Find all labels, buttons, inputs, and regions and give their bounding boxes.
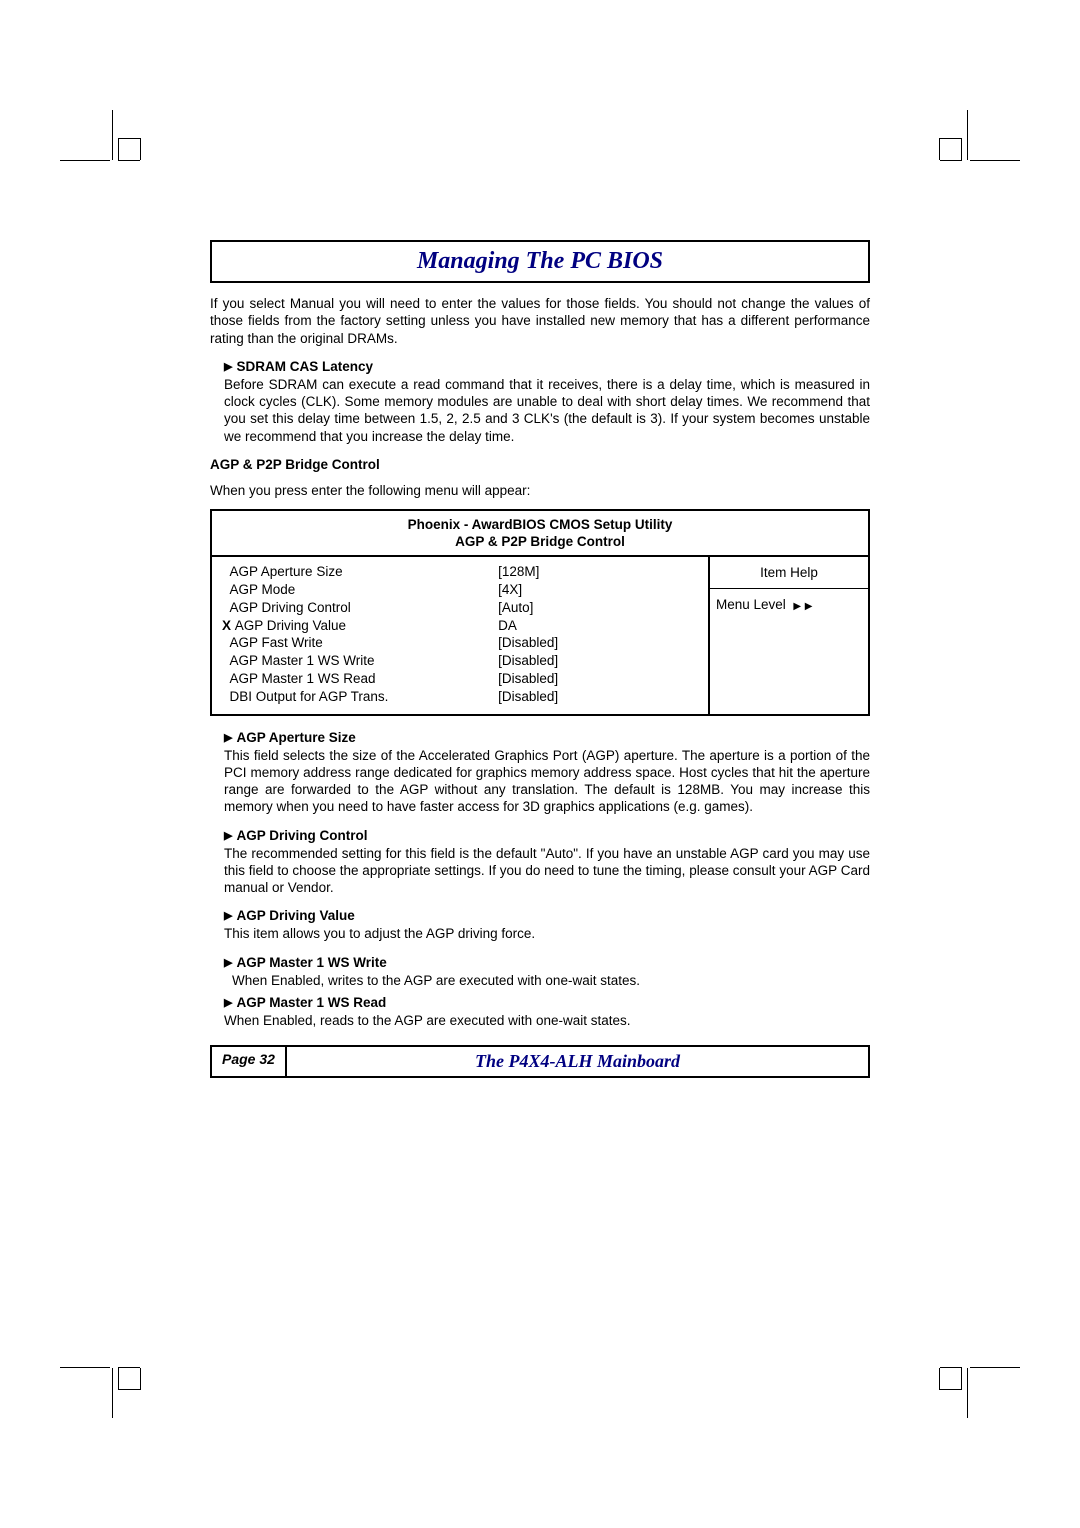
bios-labels-column: AGP Aperture Size AGP Mode AGP Driving C… xyxy=(222,563,498,706)
page-title-box: Managing The PC BIOS xyxy=(210,240,870,283)
mainboard-name: The P4X4-ALH Mainboard xyxy=(287,1045,870,1078)
crop-mark xyxy=(118,1389,140,1390)
page-title: Managing The PC BIOS xyxy=(417,248,663,274)
agp-driving-value-body: This item allows you to adjust the AGP d… xyxy=(224,925,870,942)
agp-ws-read-section: ▶ AGP Master 1 WS Read When Enabled, read… xyxy=(224,995,870,1029)
bios-row-value: [Disabled] xyxy=(498,652,698,670)
heading-text: AGP Driving Value xyxy=(236,908,354,923)
agp-aperture-section: ▶ AGP Aperture Size This field selects th… xyxy=(224,730,870,816)
crop-mark xyxy=(970,1367,1020,1368)
crop-mark xyxy=(967,110,968,160)
agp-driving-control-section: ▶ AGP Driving Control The recommended set… xyxy=(224,828,870,897)
crop-mark xyxy=(112,1368,113,1418)
bios-menu-level-label: Menu Level xyxy=(716,597,786,612)
bios-help-pane: Item Help Menu Level ▶ ▶ xyxy=(708,557,868,714)
agp-ws-read-heading: ▶ AGP Master 1 WS Read xyxy=(224,995,870,1010)
crop-mark xyxy=(118,1368,119,1390)
page-footer: Page 32 The P4X4-ALH Mainboard xyxy=(210,1045,870,1078)
disabled-x-icon: X xyxy=(222,618,235,633)
arrow-icon: ▶ xyxy=(793,601,801,612)
crop-mark xyxy=(939,1368,940,1390)
crop-mark xyxy=(112,110,113,160)
crop-mark xyxy=(961,1368,962,1390)
arrow-icon: ▶ xyxy=(224,829,232,842)
page-content: Managing The PC BIOS If you select Manua… xyxy=(210,240,870,1078)
bios-settings-pane: AGP Aperture Size AGP Mode AGP Driving C… xyxy=(212,557,708,714)
arrow-icon: ▶ xyxy=(224,731,232,744)
bios-row-label: AGP Master 1 WS Read xyxy=(222,670,498,688)
bios-row-label: X AGP Driving Value xyxy=(222,617,498,635)
bios-row-value: [4X] xyxy=(498,581,698,599)
arrow-icon: ▶ xyxy=(224,909,232,922)
agp-ws-write-section: ▶ AGP Master 1 WS Write When Enabled, wri… xyxy=(224,955,870,989)
crop-mark xyxy=(118,1367,140,1368)
sdram-body: Before SDRAM can execute a read command … xyxy=(224,376,870,445)
bios-utility-title: Phoenix - AwardBIOS CMOS Setup Utility xyxy=(212,511,868,534)
bios-menu-box: Phoenix - AwardBIOS CMOS Setup Utility A… xyxy=(210,509,870,716)
agp-ws-write-body: When Enabled, writes to the AGP are exec… xyxy=(232,972,870,989)
crop-mark xyxy=(970,160,1020,161)
bios-row-label: AGP Master 1 WS Write xyxy=(222,652,498,670)
bios-row-value: [Disabled] xyxy=(498,688,698,706)
bios-row-label: AGP Aperture Size xyxy=(222,563,498,581)
crop-mark xyxy=(940,160,962,161)
crop-mark xyxy=(60,160,110,161)
crop-mark xyxy=(140,1368,141,1390)
agp-driving-value-section: ▶ AGP Driving Value This item allows you … xyxy=(224,908,870,942)
bios-help-title: Item Help xyxy=(710,557,868,589)
arrow-icon: ▶ xyxy=(224,996,232,1009)
crop-mark xyxy=(940,1389,962,1390)
agp-ws-write-heading: ▶ AGP Master 1 WS Write xyxy=(224,955,870,970)
arrow-icon: ▶ xyxy=(805,601,813,612)
heading-text: AGP Master 1 WS Read xyxy=(236,995,386,1010)
bios-utility-subtitle: AGP & P2P Bridge Control xyxy=(212,534,868,555)
sdram-heading: ▶ SDRAM CAS Latency xyxy=(224,359,870,374)
arrow-icon: ▶ xyxy=(224,956,232,969)
heading-text: AGP Driving Control xyxy=(236,828,367,843)
crop-mark xyxy=(940,138,962,139)
crop-mark xyxy=(118,160,140,161)
agp-aperture-heading: ▶ AGP Aperture Size xyxy=(224,730,870,745)
agp-bridge-heading: AGP & P2P Bridge Control xyxy=(210,457,870,472)
agp-driving-value-heading: ▶ AGP Driving Value xyxy=(224,908,870,923)
sdram-section: ▶ SDRAM CAS Latency Before SDRAM can exec… xyxy=(224,359,870,445)
page-number: Page 32 xyxy=(210,1045,287,1078)
sdram-heading-text: SDRAM CAS Latency xyxy=(236,359,373,374)
agp-driving-control-body: The recommended setting for this field i… xyxy=(224,845,870,897)
agp-aperture-body: This field selects the size of the Accel… xyxy=(224,747,870,816)
bios-row-value: [Disabled] xyxy=(498,670,698,688)
crop-mark xyxy=(118,138,119,160)
bios-row-value: [Auto] xyxy=(498,599,698,617)
heading-text: AGP Master 1 WS Write xyxy=(236,955,386,970)
bios-row-value: [Disabled] xyxy=(498,634,698,652)
crop-mark xyxy=(967,1368,968,1418)
bios-menu-level: Menu Level ▶ ▶ xyxy=(710,589,868,620)
heading-text: AGP Aperture Size xyxy=(236,730,355,745)
crop-mark xyxy=(60,1367,110,1368)
crop-mark xyxy=(140,138,141,160)
crop-mark xyxy=(961,138,962,160)
bios-body: AGP Aperture Size AGP Mode AGP Driving C… xyxy=(212,555,868,714)
bios-values-column: [128M] [4X] [Auto] DA [Disabled] [Disabl… xyxy=(498,563,698,706)
bios-row-label: AGP Driving Control xyxy=(222,599,498,617)
bios-row-label: AGP Fast Write xyxy=(222,634,498,652)
agp-bridge-intro: When you press enter the following menu … xyxy=(210,482,870,499)
agp-ws-read-body: When Enabled, reads to the AGP are execu… xyxy=(224,1012,870,1029)
agp-driving-control-heading: ▶ AGP Driving Control xyxy=(224,828,870,843)
arrow-icon: ▶ xyxy=(224,360,232,373)
bios-row-value: [128M] xyxy=(498,563,698,581)
intro-paragraph: If you select Manual you will need to en… xyxy=(210,295,870,347)
bios-row-value: DA xyxy=(498,617,698,635)
crop-mark xyxy=(118,138,140,139)
crop-mark xyxy=(939,138,940,160)
crop-mark xyxy=(940,1367,962,1368)
bios-row-label: AGP Mode xyxy=(222,581,498,599)
bios-row-label: DBI Output for AGP Trans. xyxy=(222,688,498,706)
